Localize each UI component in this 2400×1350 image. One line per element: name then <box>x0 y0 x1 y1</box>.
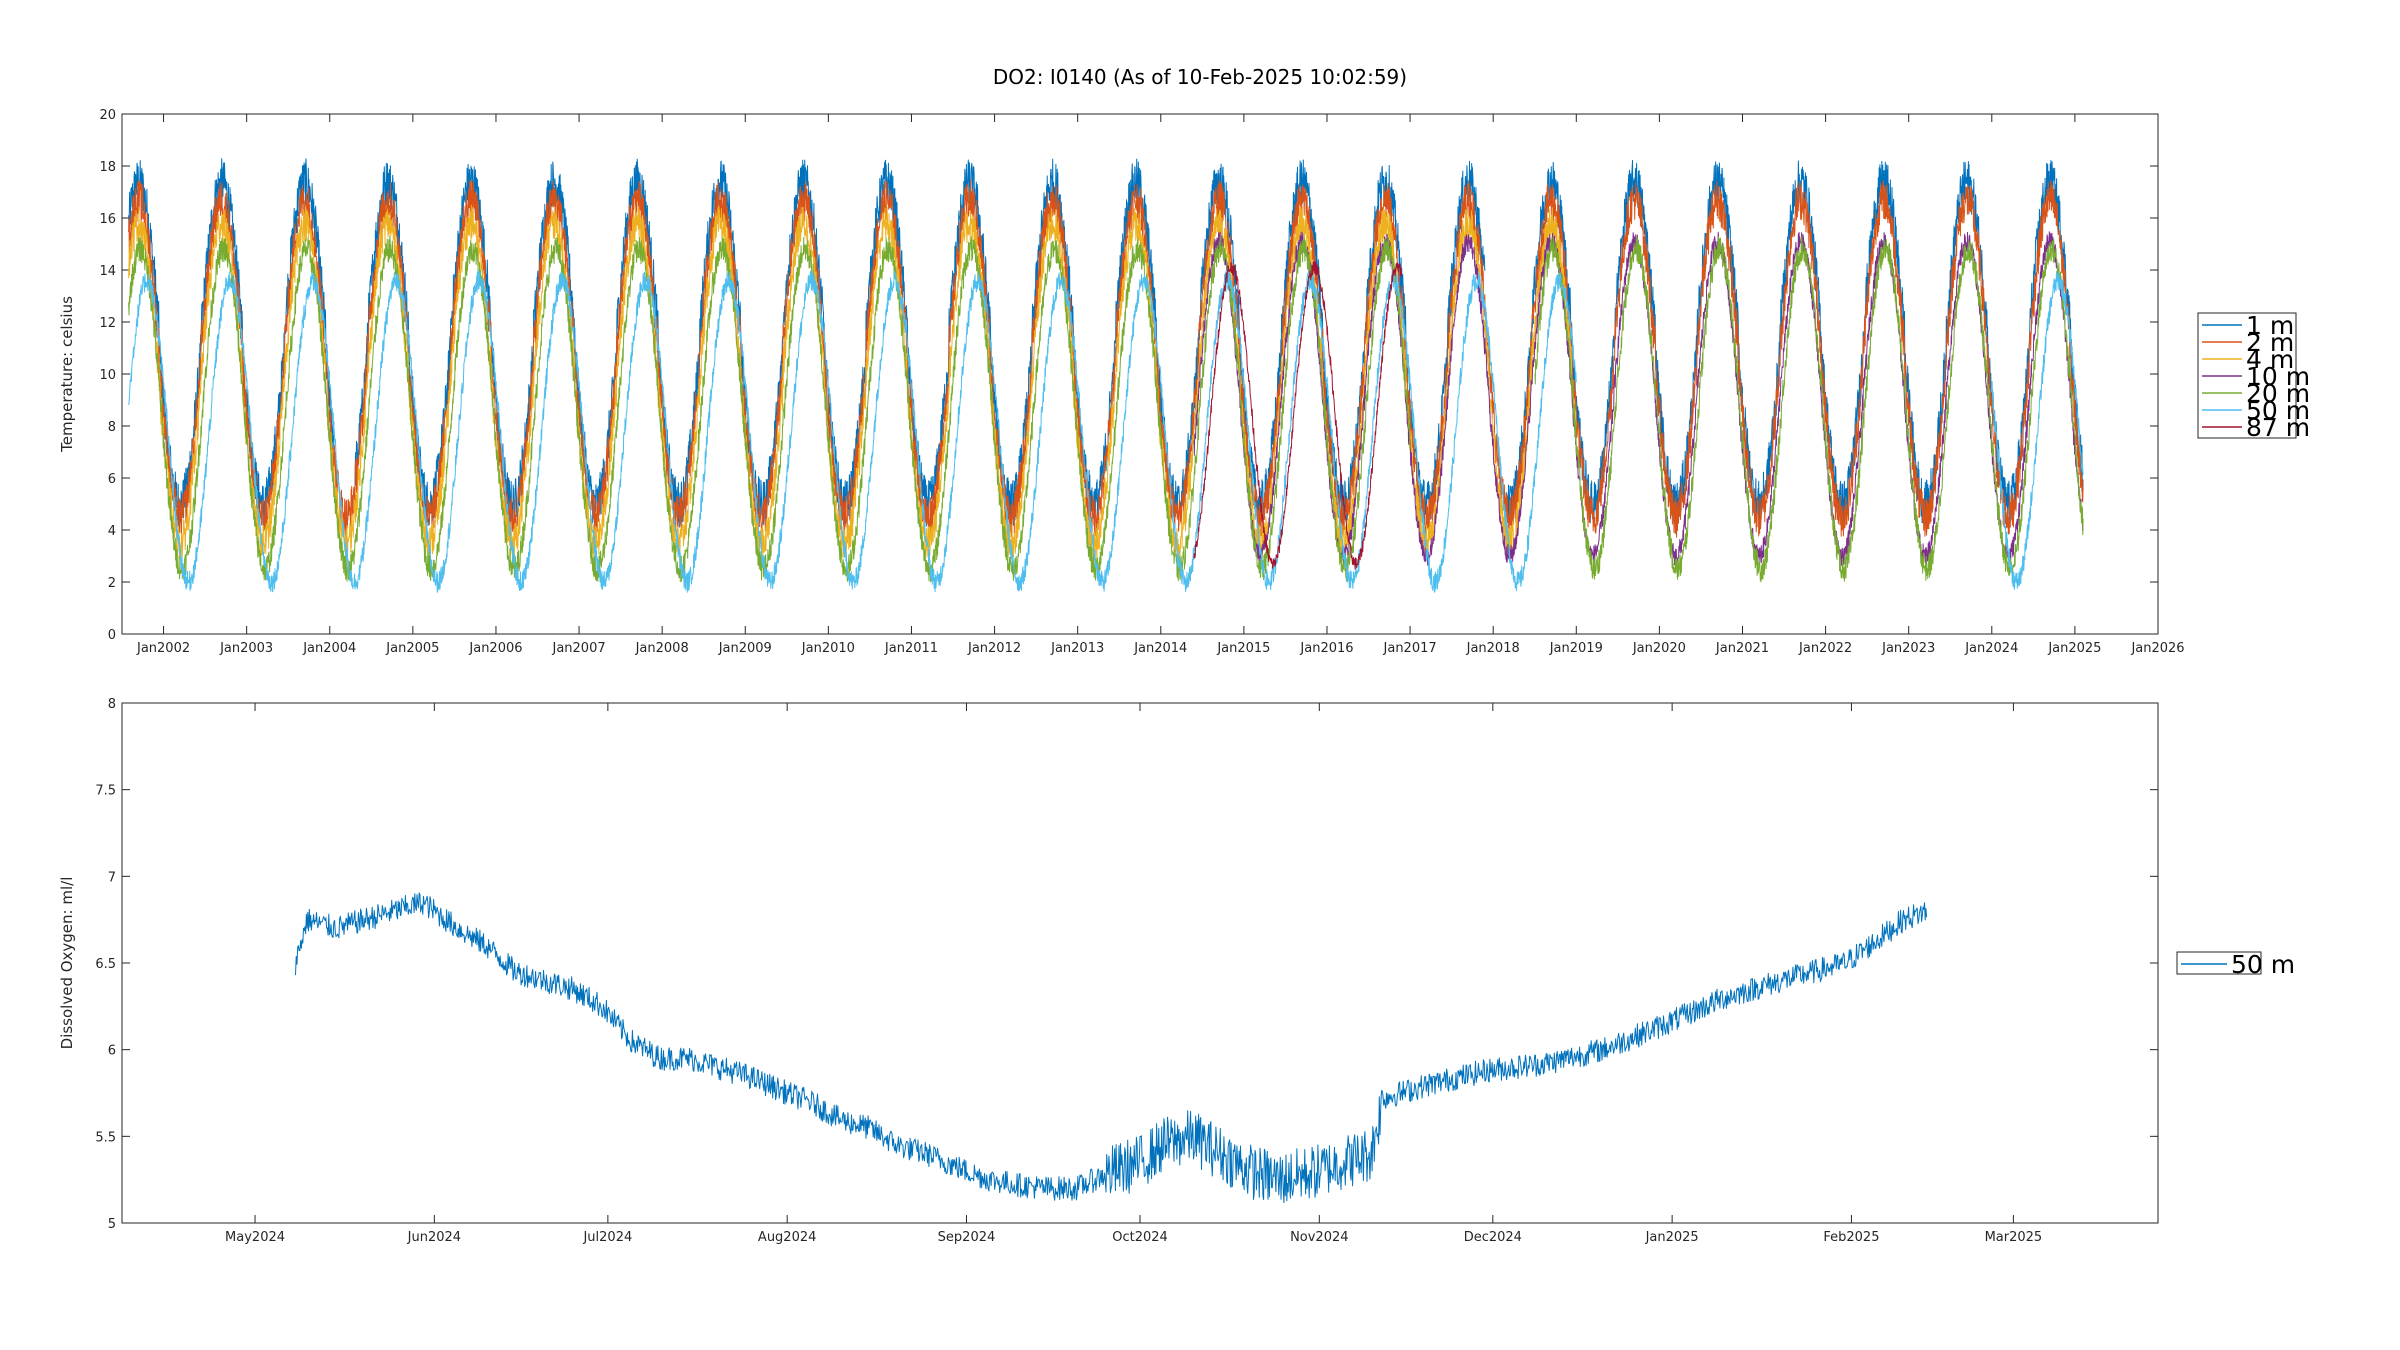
x-tick-label: Jan2010 <box>801 641 855 656</box>
x-tick-label: Nov2024 <box>1290 1230 1348 1245</box>
y-tick-label: 6.5 <box>95 957 116 972</box>
y-axis-label: Temperature: celsius <box>58 296 76 453</box>
x-tick-label: Jan2012 <box>967 641 1021 656</box>
x-tick-label: Jan2004 <box>302 641 356 656</box>
y-axis-label: Dissolved Oxygen: ml/l <box>58 877 76 1050</box>
x-tick-label: Jan2014 <box>1133 641 1187 656</box>
x-tick-label: Oct2024 <box>1112 1230 1168 1245</box>
x-tick-label: Jan2009 <box>718 641 772 656</box>
series-line-87m <box>1193 261 1403 570</box>
y-tick-label: 5.5 <box>95 1130 116 1145</box>
y-tick-label: 5 <box>108 1217 116 1232</box>
x-tick-label: Jan2006 <box>468 641 522 656</box>
x-tick-label: May2024 <box>225 1230 285 1245</box>
legend-entry: 2 m <box>2246 328 2294 357</box>
series-line-50m <box>295 892 1928 1204</box>
x-tick-label: Jan2017 <box>1383 641 1437 656</box>
x-tick-label: Jan2005 <box>385 641 439 656</box>
x-tick-label: Jan2025 <box>2047 641 2101 656</box>
y-tick-label: 12 <box>99 316 116 331</box>
series-group <box>128 158 2084 593</box>
legend-box <box>2176 951 2262 975</box>
y-tick-label: 8 <box>108 420 116 435</box>
x-tick-label: Jan2007 <box>551 641 605 656</box>
y-tick-label: 10 <box>99 368 116 383</box>
y-tick-label: 6 <box>108 1044 116 1059</box>
x-tick-label: Jan2003 <box>219 641 273 656</box>
legend-entry: 50 m <box>2231 950 2295 979</box>
x-tick-label: Aug2024 <box>758 1230 816 1245</box>
y-tick-label: 14 <box>99 264 116 279</box>
x-tick-label: Jan2008 <box>635 641 689 656</box>
y-tick-label: 0 <box>108 628 116 643</box>
y-tick-label: 4 <box>108 524 116 539</box>
x-tick-label: Jul2024 <box>582 1230 632 1245</box>
figure-title: DO2: I0140 (As of 10-Feb-2025 10:02:59) <box>993 65 1407 89</box>
x-tick-label: Jan2016 <box>1299 641 1353 656</box>
y-tick-label: 16 <box>99 212 116 227</box>
x-tick-label: Jun2024 <box>407 1230 461 1245</box>
y-tick-label: 2 <box>108 576 116 591</box>
x-tick-label: Jan2002 <box>136 641 190 656</box>
x-tick-label: Jan2023 <box>1881 641 1935 656</box>
series-line-20m <box>128 235 2084 583</box>
legend-entry: 20 m <box>2246 379 2310 408</box>
legend-entry: 10 m <box>2246 362 2310 391</box>
legend-entry: 50 m <box>2246 396 2310 425</box>
y-tick-label: 18 <box>99 160 116 175</box>
x-tick-label: Jan2013 <box>1050 641 1104 656</box>
oxygen-panel: 5 5.5 6 6.5 7 7.5 8 May2024 Jun2024 Jul2024 Aug202… <box>58 697 2295 1245</box>
x-tick-label: Jan2019 <box>1549 641 1603 656</box>
x-tick-label: Jan2011 <box>884 641 938 656</box>
legend-entry: 4 m <box>2246 345 2294 374</box>
x-tick-label: Sep2024 <box>938 1230 996 1245</box>
y-tick-label: 20 <box>99 108 116 123</box>
legend-entry: 87 m <box>2246 413 2310 442</box>
x-tick-label: Jan2020 <box>1632 641 1686 656</box>
temperature-panel: 0 2 4 6 8 10 12 14 16 18 20 Jan2002 Jan2003 Jan2004 Ja… <box>58 108 2310 656</box>
x-tick-label: Jan2026 <box>2130 641 2184 656</box>
legend-entry: 1 m <box>2246 311 2294 340</box>
x-tick-label: Feb2025 <box>1823 1230 1879 1245</box>
x-tick-label: Jan2025 <box>1645 1230 1699 1245</box>
y-tick-label: 8 <box>108 697 116 712</box>
series-line-50m <box>128 269 2084 593</box>
series-line-2m <box>128 179 2084 538</box>
x-tick-label: Dec2024 <box>1464 1230 1522 1245</box>
x-tick-label: Jan2022 <box>1798 641 1852 656</box>
x-tick-label: Jan2024 <box>1964 641 2018 656</box>
y-tick-label: 7 <box>108 870 116 885</box>
x-tick-label: Mar2025 <box>1985 1230 2043 1245</box>
x-tick-label: Jan2015 <box>1216 641 1270 656</box>
axes-frame <box>121 702 2159 1224</box>
series-line-4m <box>128 204 1577 562</box>
axes-frame <box>121 113 2159 635</box>
x-tick-label: Jan2021 <box>1715 641 1769 656</box>
x-tick-label: Jan2018 <box>1466 641 1520 656</box>
y-tick-label: 6 <box>108 472 116 487</box>
y-tick-label: 7.5 <box>95 784 116 799</box>
